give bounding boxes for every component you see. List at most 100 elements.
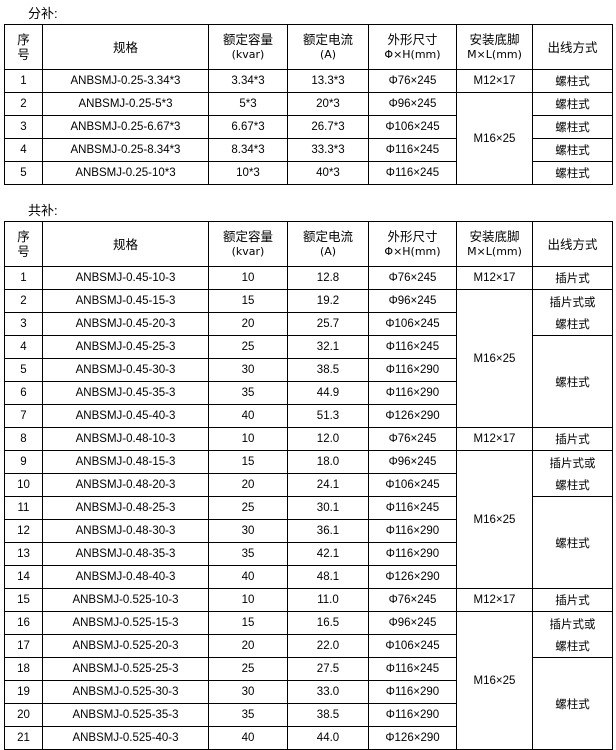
- table-row: 4 ANBSMJ-0.45-25-3 25 32.1 Φ116×245 螺柱式: [4, 335, 613, 428]
- table-wrapper-gongbu: 序 号 规格 额定容量 (kvar) 额定电流 (A) 外形尺寸 Φ×H(mm): [0, 221, 616, 750]
- cell-capacity: 15: [208, 611, 288, 635]
- cell-spec: ANBSMJ-0.45-35-3: [42, 381, 209, 405]
- spec-table-fenbu: 序 号 规格 额定容量 (kvar) 额定电流 (A) 外形尺寸 Φ×H(mm): [4, 24, 613, 185]
- table-row: 10 ANBSMJ-0.48-20-3 20 24.1 Φ106×245: [4, 473, 613, 497]
- cell-current: 42.1: [287, 542, 369, 566]
- col-header-dimension: 外形尺寸 Φ×H(mm): [368, 24, 457, 70]
- section-label-fenbu: 分补:: [28, 6, 58, 21]
- cell-current: 36.1: [287, 519, 369, 543]
- cell-no: 21: [4, 726, 43, 750]
- cell-spec: ANBSMJ-0.45-40-3: [42, 404, 209, 428]
- cell-spec: ANBSMJ-0.25-5*3: [42, 92, 209, 116]
- cell-dimension: Φ106×245: [368, 115, 457, 139]
- cell-spec: ANBSMJ-0.45-15-3: [42, 289, 209, 313]
- table-row: 1 ANBSMJ-0.25-3.34*3 3.34*3 13.3*3 Φ76×2…: [4, 69, 613, 93]
- cell-spec: ANBSMJ-0.525-40-3: [42, 726, 209, 750]
- table-row: 8 ANBSMJ-0.48-10-3 10 12.0 Φ76×245 M12×1…: [4, 427, 613, 451]
- cell-dimension: Φ76×245: [368, 427, 457, 451]
- col-header-foot-unit: M×L(mm): [467, 48, 522, 61]
- cell-current: 27.5: [287, 657, 369, 681]
- cell-spec: ANBSMJ-0.25-3.34*3: [42, 69, 209, 93]
- table-row: 15 ANBSMJ-0.525-10-3 10 11.0 Φ76×245 M12…: [4, 588, 613, 612]
- cell-dimension: Φ116×290: [368, 542, 457, 566]
- cell-capacity: 20: [208, 634, 288, 658]
- cell-dimension: Φ126×290: [368, 565, 457, 589]
- col-header-capacity: 额定容量 (kvar): [208, 221, 288, 267]
- cell-foot-merged: M16×25: [456, 611, 533, 750]
- cell-outlet-line2: 螺柱式: [555, 638, 590, 653]
- table-row: 3 ANBSMJ-0.45-20-3 20 25.7 Φ106×245: [4, 312, 613, 336]
- cell-no: 19: [4, 680, 43, 704]
- col-header-dimension: 外形尺寸 Φ×H(mm): [368, 221, 457, 267]
- cell-spec: ANBSMJ-0.25-8.34*3: [42, 138, 209, 162]
- cell-spec: ANBSMJ-0.48-10-3: [42, 427, 209, 451]
- col-header-foot-unit: M×L(mm): [467, 245, 522, 258]
- col-header-foot: 安装底脚 M×L(mm): [456, 221, 533, 267]
- cell-foot-merged: M12×17: [456, 427, 533, 451]
- cell-current: 19.2: [287, 289, 369, 313]
- cell-no: 11: [4, 496, 43, 520]
- cell-spec: ANBSMJ-0.45-25-3: [42, 335, 209, 359]
- cell-outlet-line1: 插片式或: [549, 294, 596, 309]
- cell-capacity: 40: [208, 404, 288, 428]
- cell-capacity: 8.34*3: [208, 138, 288, 162]
- cell-capacity: 3.34*3: [208, 69, 288, 93]
- section-label-gongbu: 共补:: [28, 203, 58, 218]
- cell-spec: ANBSMJ-0.525-15-3: [42, 611, 209, 635]
- cell-no: 4: [4, 138, 43, 162]
- cell-capacity: 25: [208, 335, 288, 359]
- table-body-fenbu: 1 ANBSMJ-0.25-3.34*3 3.34*3 13.3*3 Φ76×2…: [4, 69, 613, 185]
- table-head-fenbu: 序 号 规格 额定容量 (kvar) 额定电流 (A) 外形尺寸 Φ×H(mm): [4, 24, 613, 70]
- col-header-foot-main: 安装底脚: [469, 229, 520, 244]
- table-row: 2 ANBSMJ-0.45-15-3 15 19.2 Φ96×245 M16×2…: [4, 289, 613, 428]
- cell-spec: ANBSMJ-0.48-15-3: [42, 450, 209, 474]
- cell-capacity: 15: [208, 289, 288, 313]
- cell-dimension: Φ116×290: [368, 519, 457, 543]
- cell-capacity: 30: [208, 680, 288, 704]
- cell-dimension: Φ126×290: [368, 404, 457, 428]
- cell-capacity: 10: [208, 266, 288, 290]
- cell-spec: ANBSMJ-0.525-35-3: [42, 703, 209, 727]
- cell-no: 5: [4, 358, 43, 382]
- cell-no: 9: [4, 450, 43, 474]
- cell-foot-merged: M12×17: [456, 266, 533, 290]
- cell-dimension: Φ126×290: [368, 726, 457, 750]
- spec-table-gongbu: 序 号 规格 额定容量 (kvar) 额定电流 (A) 外形尺寸 Φ×H(mm): [4, 221, 613, 750]
- cell-capacity: 30: [208, 519, 288, 543]
- cell-foot-merged: M16×25: [456, 450, 533, 589]
- col-header-no: 序 号: [4, 221, 43, 267]
- cell-outlet-merged: 螺柱式: [532, 657, 613, 750]
- header-row: 序 号 规格 额定容量 (kvar) 额定电流 (A) 外形尺寸 Φ×H(mm): [4, 221, 613, 267]
- cell-capacity: 6.67*3: [208, 115, 288, 139]
- cell-capacity: 35: [208, 381, 288, 405]
- cell-capacity: 40: [208, 726, 288, 750]
- col-header-current-unit: (A): [319, 245, 337, 258]
- table-row: 5 ANBSMJ-0.45-30-3 30 38.5 Φ116×290: [4, 358, 613, 382]
- cell-no: 14: [4, 565, 43, 589]
- cell-no: 13: [4, 542, 43, 566]
- col-header-dimension-main: 外形尺寸: [387, 32, 438, 47]
- col-header-current-unit: (A): [319, 48, 337, 61]
- cell-capacity: 20: [208, 312, 288, 336]
- cell-no: 3: [4, 312, 43, 336]
- cell-outlet: 螺柱式: [532, 161, 613, 185]
- cell-dimension: Φ116×245: [368, 496, 457, 520]
- cell-dimension: Φ76×245: [368, 266, 457, 290]
- cell-dimension: Φ96×245: [368, 289, 457, 313]
- col-header-spec: 规格: [42, 221, 209, 267]
- cell-no: 12: [4, 519, 43, 543]
- cell-dimension: Φ96×245: [368, 92, 457, 116]
- cell-current: 48.1: [287, 565, 369, 589]
- table-row: 16 ANBSMJ-0.525-15-3 15 16.5 Φ96×245 M16…: [4, 611, 613, 750]
- col-header-capacity-unit: (kvar): [231, 245, 265, 258]
- cell-spec: ANBSMJ-0.45-20-3: [42, 312, 209, 336]
- table-row: 2 ANBSMJ-0.25-5*3 5*3 20*3 Φ96×245 M16×2…: [4, 92, 613, 185]
- cell-current: 25.7: [287, 312, 369, 336]
- cell-no: 2: [4, 289, 43, 313]
- cell-spec: ANBSMJ-0.25-10*3: [42, 161, 209, 185]
- cell-no: 5: [4, 161, 43, 185]
- col-header-capacity-main: 额定容量: [222, 229, 273, 244]
- cell-outlet-merged: 插片式: [532, 266, 613, 290]
- cell-capacity: 10: [208, 588, 288, 612]
- cell-current: 20*3: [287, 92, 369, 116]
